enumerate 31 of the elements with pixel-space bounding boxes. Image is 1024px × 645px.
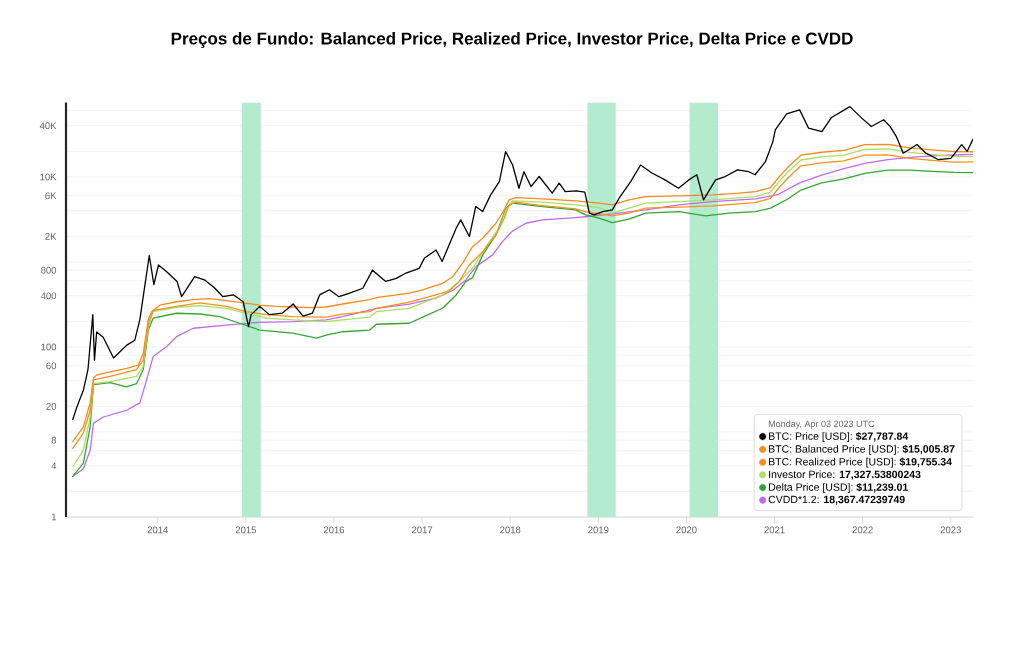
legend-label: BTC: Realized Price [USD]: $19,755.34 xyxy=(769,457,952,468)
y-tick-label: 1 xyxy=(51,513,57,521)
y-tick-label: 40K xyxy=(39,122,57,130)
legend-label: BTC: Balanced Price [USD]: $15,005.87 xyxy=(769,444,955,455)
y-tick-label: 4 xyxy=(51,462,57,470)
legend-label: BTC: Price [USD]: $27,787.84 xyxy=(769,431,909,442)
x-tick-label: 2023 xyxy=(940,526,961,534)
x-tick-label: 2018 xyxy=(500,526,521,534)
y-tick-label: 800 xyxy=(41,266,57,274)
y-tick-label: 60 xyxy=(46,362,57,370)
y-tick-label: 400 xyxy=(40,292,57,300)
y-tick-label: 6K xyxy=(45,192,57,200)
legend-label: Delta Price [USD]: $11,239.01 xyxy=(769,482,908,493)
y-tick-label: 8 xyxy=(51,436,57,444)
legend-label: Investor Price: 17,327.53800243 xyxy=(769,470,921,480)
line-series xyxy=(72,105,974,421)
y-tick-label: 20 xyxy=(46,403,57,410)
chart-title: Preços de Fundo: Balanced Price, Realized Price, Investor Price, Delta Price e CVDD xyxy=(171,32,853,48)
x-tick-label: 2014 xyxy=(147,526,169,534)
x-tick-label: 2022 xyxy=(852,526,873,534)
x-tick-label: 2016 xyxy=(323,526,345,534)
x-tick-label: 2015 xyxy=(235,526,257,534)
x-tick-label: 2019 xyxy=(588,526,609,534)
x-tick-label: 2020 xyxy=(676,526,697,534)
x-tick-label: 2021 xyxy=(764,526,785,534)
y-tick-label: 100 xyxy=(41,343,57,351)
x-tick-label: 2017 xyxy=(411,526,433,534)
legend-title: Monday, Apr 03 2023 UTC xyxy=(768,420,875,429)
y-tick-label: 10K xyxy=(40,173,57,181)
legend-label: CVDD*1.2: 18,367.47239749 xyxy=(768,495,905,505)
y-tick-label: 2K xyxy=(45,233,57,240)
